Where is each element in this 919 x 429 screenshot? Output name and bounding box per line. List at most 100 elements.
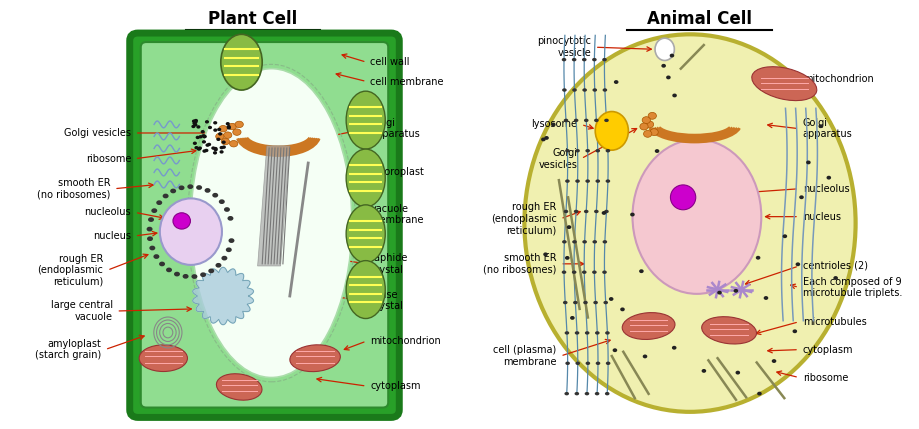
- Ellipse shape: [592, 58, 596, 61]
- Ellipse shape: [149, 246, 155, 251]
- Ellipse shape: [197, 148, 200, 151]
- Ellipse shape: [825, 176, 830, 180]
- Ellipse shape: [649, 129, 658, 136]
- Ellipse shape: [187, 184, 193, 189]
- Ellipse shape: [346, 149, 385, 207]
- Ellipse shape: [564, 362, 569, 365]
- Ellipse shape: [562, 270, 566, 274]
- Ellipse shape: [156, 200, 162, 205]
- Ellipse shape: [584, 331, 589, 335]
- Ellipse shape: [193, 123, 198, 127]
- Text: amyloplast
(starch grain): amyloplast (starch grain): [35, 339, 101, 360]
- Ellipse shape: [174, 272, 180, 276]
- Ellipse shape: [619, 308, 624, 311]
- Ellipse shape: [584, 392, 588, 396]
- Ellipse shape: [582, 58, 586, 61]
- Ellipse shape: [574, 149, 579, 152]
- Ellipse shape: [201, 134, 205, 138]
- Ellipse shape: [219, 125, 227, 132]
- Ellipse shape: [771, 359, 776, 363]
- FancyBboxPatch shape: [130, 33, 399, 417]
- Ellipse shape: [572, 58, 576, 61]
- Ellipse shape: [612, 348, 617, 352]
- Ellipse shape: [595, 179, 599, 183]
- Ellipse shape: [165, 268, 172, 272]
- Ellipse shape: [148, 217, 153, 222]
- Text: nucleolus: nucleolus: [85, 207, 131, 218]
- Text: Plant Cell: Plant Cell: [208, 10, 298, 28]
- Ellipse shape: [213, 128, 217, 132]
- Ellipse shape: [701, 317, 755, 344]
- Ellipse shape: [225, 248, 232, 252]
- Ellipse shape: [194, 119, 198, 122]
- Ellipse shape: [226, 125, 231, 128]
- Ellipse shape: [221, 140, 225, 144]
- Text: pinocytotic
vesicle: pinocytotic vesicle: [537, 36, 591, 58]
- Ellipse shape: [207, 143, 211, 146]
- Ellipse shape: [799, 195, 803, 199]
- Ellipse shape: [196, 125, 200, 129]
- Polygon shape: [192, 267, 254, 325]
- Ellipse shape: [833, 276, 837, 280]
- Ellipse shape: [221, 34, 262, 90]
- Text: raphide
crystal: raphide crystal: [370, 253, 407, 275]
- Ellipse shape: [763, 296, 767, 300]
- Ellipse shape: [199, 135, 202, 139]
- Ellipse shape: [595, 362, 599, 365]
- Ellipse shape: [202, 135, 206, 138]
- Ellipse shape: [584, 362, 589, 365]
- Ellipse shape: [216, 133, 224, 139]
- Ellipse shape: [220, 150, 223, 154]
- Ellipse shape: [564, 331, 569, 335]
- Ellipse shape: [608, 297, 613, 301]
- Text: Golgi
apparatus: Golgi apparatus: [802, 118, 852, 139]
- Ellipse shape: [630, 213, 634, 217]
- Text: rough ER
(endoplasmic
reticulum): rough ER (endoplasmic reticulum): [38, 254, 104, 287]
- Ellipse shape: [572, 270, 576, 274]
- Ellipse shape: [572, 240, 576, 244]
- Text: rough ER
(endoplasmic
reticulum): rough ER (endoplasmic reticulum): [490, 202, 556, 236]
- Ellipse shape: [218, 132, 222, 136]
- Ellipse shape: [205, 143, 210, 147]
- Ellipse shape: [648, 112, 656, 119]
- Ellipse shape: [782, 234, 787, 238]
- Ellipse shape: [230, 141, 238, 147]
- Ellipse shape: [642, 354, 647, 358]
- Text: cytoplasm: cytoplasm: [370, 381, 420, 391]
- Ellipse shape: [632, 139, 761, 294]
- Text: cell membrane: cell membrane: [370, 76, 443, 87]
- Ellipse shape: [200, 272, 206, 277]
- Ellipse shape: [732, 289, 737, 293]
- Ellipse shape: [196, 136, 199, 139]
- Ellipse shape: [665, 76, 670, 79]
- Ellipse shape: [654, 38, 674, 60]
- Ellipse shape: [594, 392, 598, 396]
- Ellipse shape: [193, 142, 197, 145]
- Ellipse shape: [595, 112, 628, 150]
- Ellipse shape: [215, 263, 221, 268]
- Ellipse shape: [805, 160, 810, 164]
- Ellipse shape: [592, 88, 596, 92]
- Ellipse shape: [601, 211, 606, 215]
- Text: nucleus: nucleus: [802, 211, 840, 222]
- Ellipse shape: [639, 269, 643, 273]
- Ellipse shape: [217, 128, 221, 131]
- Ellipse shape: [153, 254, 159, 259]
- Ellipse shape: [563, 392, 568, 396]
- Text: Animal Cell: Animal Cell: [646, 10, 751, 28]
- Ellipse shape: [603, 301, 607, 304]
- Ellipse shape: [605, 331, 609, 335]
- Ellipse shape: [669, 54, 674, 57]
- Ellipse shape: [613, 80, 618, 84]
- Ellipse shape: [582, 88, 586, 92]
- Ellipse shape: [595, 149, 599, 152]
- Ellipse shape: [605, 179, 609, 183]
- Ellipse shape: [564, 149, 569, 152]
- Ellipse shape: [191, 274, 198, 279]
- Ellipse shape: [654, 149, 659, 153]
- Ellipse shape: [182, 274, 188, 279]
- Ellipse shape: [751, 66, 816, 101]
- Ellipse shape: [584, 210, 588, 213]
- Ellipse shape: [566, 225, 571, 229]
- Text: cell wall: cell wall: [370, 57, 409, 67]
